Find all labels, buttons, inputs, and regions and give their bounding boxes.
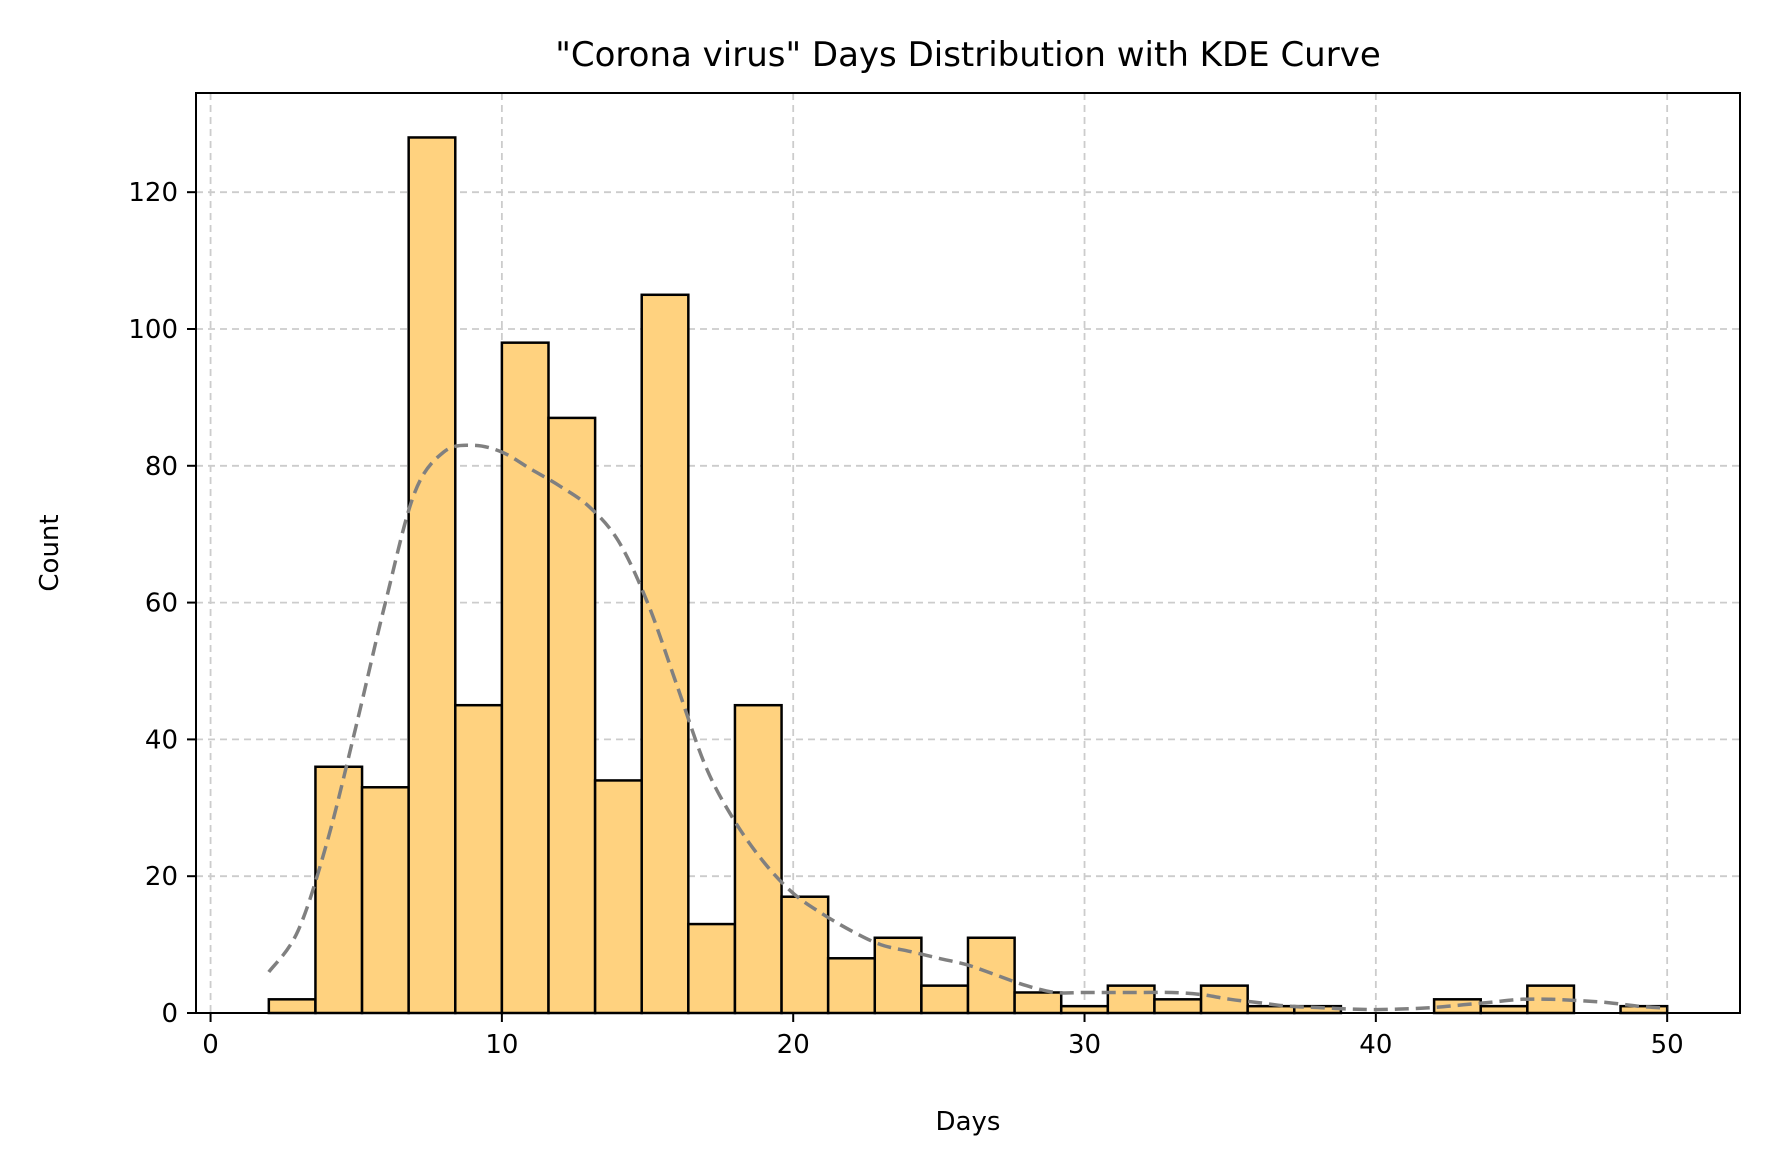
histogram-bar — [920, 984, 970, 1015]
y-axis-ticks: 0 20 40 60 80 100 120 — [128, 178, 196, 1029]
histogram-bar — [733, 703, 783, 1015]
histogram-bar — [593, 779, 643, 1015]
histogram-bar — [1059, 1004, 1110, 1015]
y-tick-label: 60 — [145, 589, 178, 619]
histogram-bar — [780, 895, 830, 1015]
histogram-bar — [1153, 998, 1203, 1015]
plot-frame — [195, 92, 1741, 1014]
x-tick-label: 30 — [1068, 1030, 1101, 1060]
histogram-bar — [687, 922, 737, 1015]
histogram-bar — [1013, 991, 1063, 1015]
histogram-bar — [1479, 1004, 1529, 1015]
y-axis-label: Count — [35, 514, 65, 591]
histogram-bar — [360, 786, 410, 1015]
histogram-bar — [500, 341, 550, 1015]
histogram-bar — [1106, 984, 1156, 1015]
y-tick-label: 0 — [161, 999, 178, 1029]
chart-title: "Corona virus" Days Distribution with KD… — [555, 35, 1381, 75]
x-tick-label: 40 — [1359, 1030, 1392, 1060]
kde-curve — [267, 443, 1668, 1012]
y-tick-label: 120 — [128, 178, 178, 208]
x-axis-ticks: 0 10 20 30 40 50 — [202, 1013, 1684, 1060]
x-tick-label: 50 — [1651, 1030, 1684, 1060]
histogram-bar — [966, 936, 1016, 1015]
y-tick-label: 20 — [145, 862, 178, 892]
histogram-bar — [267, 998, 317, 1015]
x-tick-label: 10 — [485, 1030, 518, 1060]
histogram-bar — [314, 765, 364, 1015]
histogram-bar — [454, 703, 504, 1015]
histogram-bar — [1246, 1004, 1296, 1015]
histogram-bar — [407, 136, 457, 1015]
x-axis-label: Days — [936, 1107, 1001, 1137]
y-tick-label: 80 — [145, 452, 178, 482]
histogram-bar — [826, 957, 877, 1015]
x-tick-label: 0 — [202, 1030, 219, 1060]
x-tick-label: 20 — [777, 1030, 810, 1060]
y-tick-label: 100 — [128, 315, 178, 345]
y-tick-label: 40 — [145, 725, 178, 755]
